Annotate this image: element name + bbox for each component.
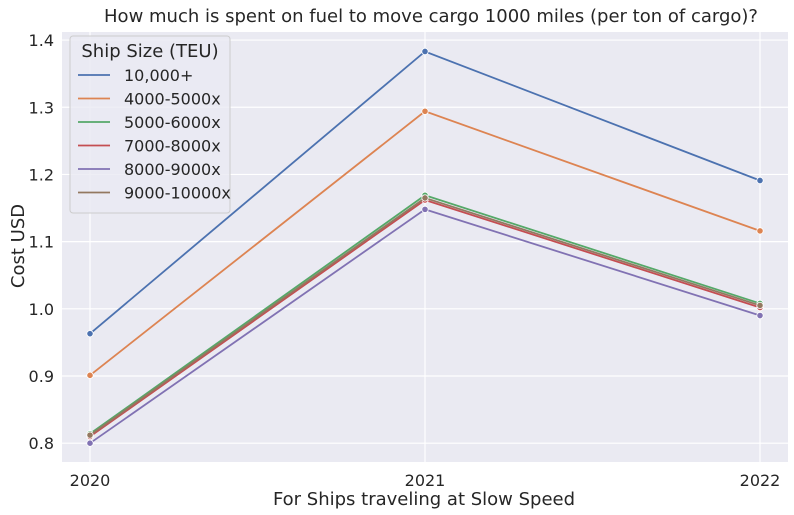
series-group (86, 194, 764, 439)
legend-label: 10,000+ (124, 66, 193, 85)
x-tick-label: 2021 (405, 471, 446, 490)
legend-items: 10,000+ 4000-5000x 5000-6000x 7000-8000x 800… (78, 66, 231, 203)
legend-item: 8000-9000x (78, 160, 221, 179)
legend-label: 5000-6000x (124, 113, 221, 132)
data-point (86, 439, 94, 447)
data-point (86, 330, 94, 338)
x-tick-labels: 2020 2021 2022 (70, 471, 781, 490)
y-tick-label: 1.1 (29, 233, 54, 252)
series-group (86, 47, 764, 338)
legend-label: 7000-8000x (124, 137, 221, 156)
legend-label: 4000-5000x (124, 90, 221, 109)
chart-title: How much is spent on fuel to move cargo … (104, 6, 758, 27)
x-axis-label: For Ships traveling at Slow Speed (273, 489, 575, 510)
data-point (86, 371, 94, 379)
legend-label: 8000-9000x (124, 160, 221, 179)
legend-title: Ship Size (TEU) (81, 41, 218, 62)
series-group (86, 107, 764, 379)
data-point (421, 205, 429, 213)
legend-item: 7000-8000x (78, 137, 221, 156)
x-tick-label: 2020 (70, 471, 111, 490)
y-axis-label: Cost USD (8, 204, 29, 288)
legend-label: 9000-10000x (124, 184, 231, 203)
data-point (421, 47, 429, 56)
x-tick-label: 2022 (740, 471, 781, 490)
legend: Ship Size (TEU) 10,000+ 4000-5000x 5000-60… (69, 35, 231, 214)
data-point (421, 107, 429, 115)
data-point (756, 311, 764, 320)
y-tick-label: 1.3 (29, 98, 54, 117)
data-point (756, 227, 764, 235)
data-point (756, 301, 764, 310)
legend-item: 9000-10000x (78, 184, 231, 203)
series-layer (86, 47, 764, 447)
data-point (756, 176, 764, 185)
data-point (421, 194, 429, 202)
y-tick-label: 1.2 (29, 165, 54, 184)
y-tick-label: 0.9 (29, 367, 54, 386)
legend-item: 5000-6000x (78, 113, 221, 132)
y-tick-label: 1.0 (29, 300, 54, 319)
y-tick-label: 0.8 (29, 434, 54, 453)
y-tick-labels: 0.8 0.9 1.0 1.1 1.2 1.3 1.4 (29, 31, 54, 453)
legend-item: 4000-5000x (78, 90, 221, 109)
y-tick-label: 1.4 (29, 31, 54, 50)
series-group (86, 205, 764, 447)
legend-item: 10,000+ (78, 66, 193, 85)
data-point (86, 431, 94, 439)
